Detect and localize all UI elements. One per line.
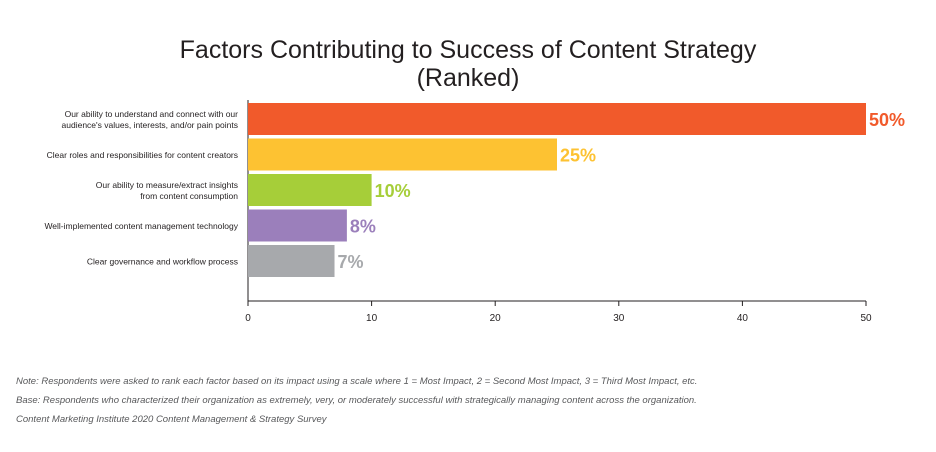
category-label-line: from content consumption (140, 191, 238, 201)
chart-title-line-2: (Ranked) (416, 64, 520, 92)
category-label-line: Well-implemented content management tech… (44, 221, 238, 231)
bar-value-label: 25% (560, 146, 596, 166)
category-label-line: Clear governance and workflow process (87, 257, 238, 267)
x-tick-label: 10 (366, 313, 378, 324)
bar (248, 103, 866, 135)
category-label-line: Our ability to understand and connect wi… (65, 109, 239, 119)
x-tick-label: 0 (245, 313, 251, 324)
x-tick-label: 20 (490, 313, 502, 324)
category-label: Clear governance and workflow process (87, 257, 238, 267)
x-tick-label: 30 (613, 313, 625, 324)
category-label-line: Our ability to measure/extract insights (96, 180, 238, 190)
bar-value-label: 10% (375, 181, 411, 201)
bar-value-label: 50% (869, 110, 905, 130)
bar (248, 174, 372, 206)
category-label-line: audience's values, interests, and/or pai… (62, 120, 238, 130)
chart-title: Factors Contributing to Success of Conte… (0, 36, 936, 92)
bar (248, 138, 557, 171)
bar (248, 245, 335, 277)
category-label: Clear roles and responsibilities for con… (47, 150, 238, 160)
bar-value-label: 8% (350, 217, 376, 237)
category-label: Well-implemented content management tech… (44, 221, 238, 231)
x-tick-label: 50 (860, 313, 872, 324)
footnotes: Note: Respondents were asked to rank eac… (16, 372, 697, 429)
x-tick-label: 40 (737, 313, 749, 324)
bar (248, 209, 347, 242)
category-label-line: Clear roles and responsibilities for con… (47, 150, 238, 160)
category-label: Our ability to measure/extract insights f… (96, 180, 238, 201)
chart-title-line-1: Factors Contributing to Success of Conte… (179, 36, 757, 64)
footnote-source: Content Marketing Institute 2020 Content… (16, 414, 327, 425)
bar-value-label: 7% (338, 252, 364, 272)
footnote-note: Note: Respondents were asked to rank eac… (16, 376, 698, 387)
category-label: Our ability to understand and connect wi… (62, 109, 239, 130)
footnote-base: Base: Respondents who characterized thei… (16, 395, 697, 406)
